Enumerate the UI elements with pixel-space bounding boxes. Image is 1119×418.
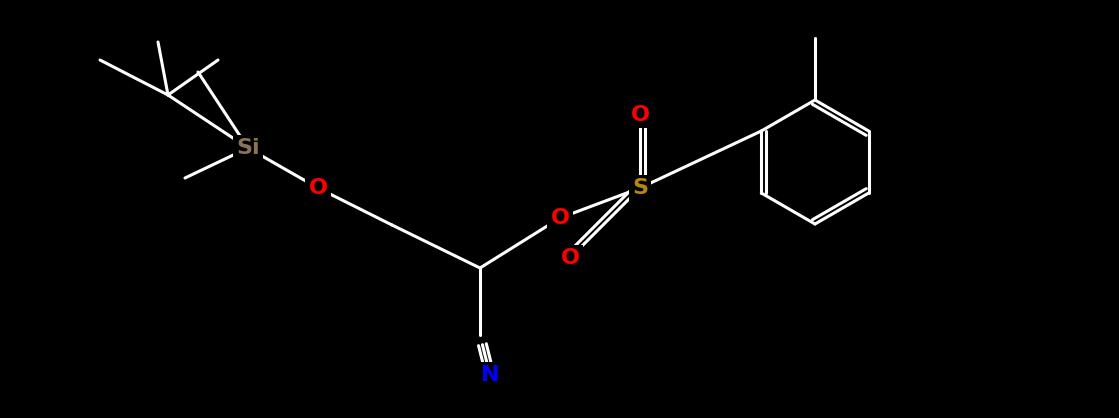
Text: N: N [481, 365, 499, 385]
Text: S: S [632, 178, 648, 198]
Text: Si: Si [236, 138, 260, 158]
Text: O: O [630, 105, 649, 125]
Text: O: O [551, 208, 570, 228]
Text: O: O [561, 248, 580, 268]
Text: O: O [309, 178, 328, 198]
